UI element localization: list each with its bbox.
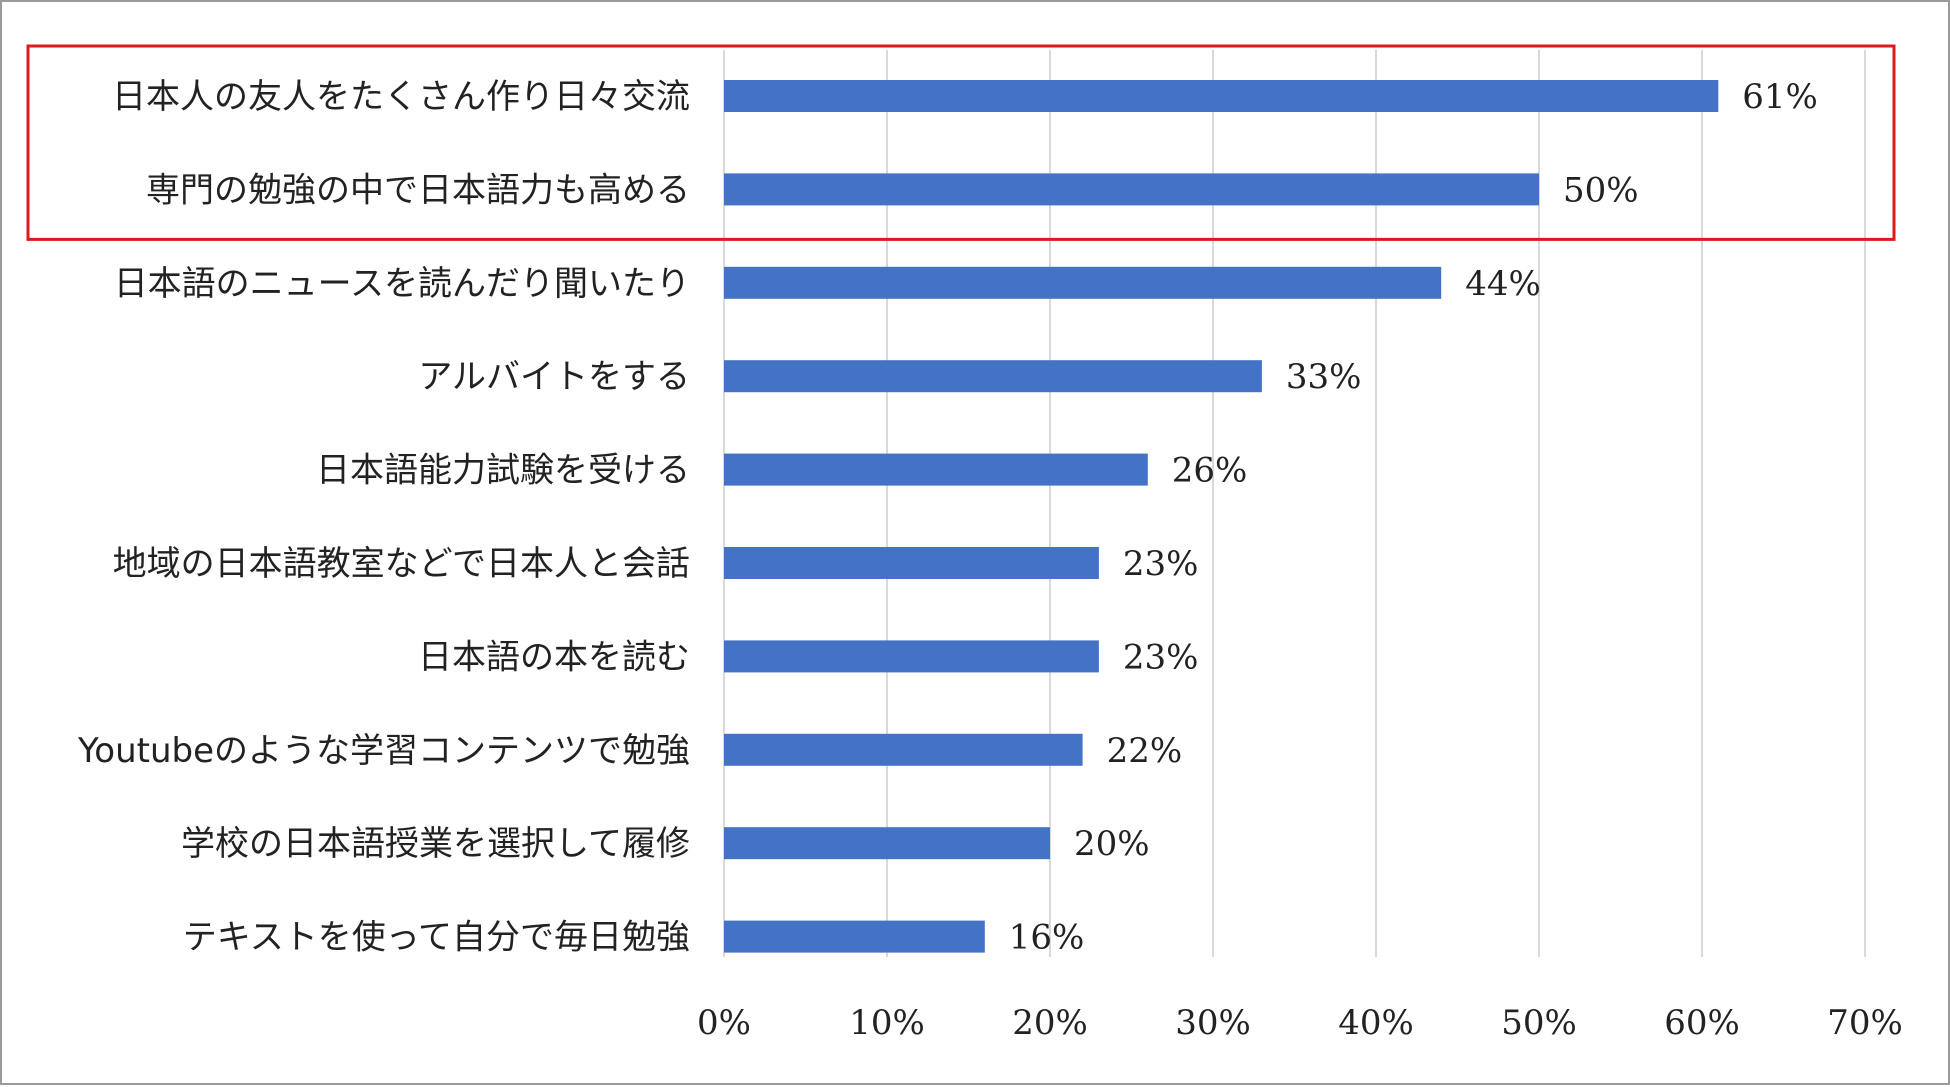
x-axis-ticks: 0% 10% 20% 30% 40% 50% 60% 70% [697,1003,1903,1043]
bars [724,80,1719,953]
value-label: 61% [1742,77,1818,117]
category-label: 日本語の本を読む [418,637,690,677]
bar [724,827,1050,860]
bar [724,453,1148,486]
category-label: 日本語能力試験を受ける [316,451,690,491]
x-tick-label: 0% [697,1003,751,1043]
highlight-box [26,44,1896,241]
value-label: 23% [1123,637,1199,677]
bar [724,173,1539,206]
value-label: 50% [1563,170,1639,210]
highlight-box-layer [26,44,1896,241]
bar [724,640,1099,673]
x-tick-label: 20% [1012,1003,1088,1043]
bar [724,360,1262,393]
category-label: テキストを使って自分で毎日勉強 [183,918,690,958]
category-label: 日本語のニュースを読んだり聞いたり [114,264,690,304]
category-label: アルバイトをする [418,357,690,397]
value-label: 23% [1123,544,1199,584]
bar [724,547,1099,579]
value-label: 44% [1465,264,1541,304]
x-tick-label: 50% [1501,1003,1577,1043]
labels: 61% 日本人の友人をたくさん作り日々交流 50% 専門の勉強の中で日本語力も高める 4… [77,77,1818,958]
value-label: 33% [1286,357,1362,397]
category-label: 日本人の友人をたくさん作り日々交流 [112,77,690,117]
bar [724,733,1083,766]
value-label: 22% [1107,731,1183,771]
x-tick-label: 40% [1338,1003,1414,1043]
category-label: Youtubeのような学習コンテンツで勉強 [77,731,690,771]
x-tick-label: 70% [1827,1003,1903,1043]
x-tick-label: 30% [1175,1003,1251,1043]
x-tick-label: 60% [1664,1003,1740,1043]
value-label: 26% [1172,451,1248,491]
value-label: 16% [1009,918,1085,958]
bar [724,920,985,953]
category-label: 学校の日本語授業を選択して履修 [181,824,690,864]
value-label: 20% [1074,824,1150,864]
category-label: 地域の日本語教室などで日本人と会話 [113,544,690,584]
category-label: 専門の勉強の中で日本語力も高める [146,170,690,210]
x-tick-label: 10% [849,1003,925,1043]
bar [724,80,1719,112]
bar [724,266,1442,299]
